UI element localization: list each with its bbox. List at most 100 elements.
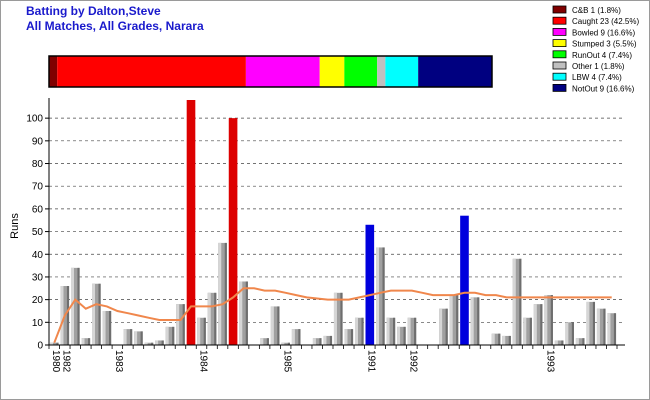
run-bar-highlight [470, 297, 474, 345]
run-bar-shadow [382, 247, 385, 345]
run-bar [92, 283, 101, 345]
run-bar-highlight [102, 310, 106, 345]
axes [48, 98, 625, 349]
run-bar-shadow [603, 308, 606, 345]
y-tick-label: 30 [32, 272, 44, 283]
run-bar-shadow [540, 304, 543, 345]
run-bar [575, 338, 585, 345]
run-bar-highlight [523, 317, 527, 345]
legend-label: Other 1 (1.8%) [572, 62, 625, 71]
run-bar-highlight [449, 295, 453, 345]
season-label: 1992 [408, 350, 419, 373]
run-bar-shadow [98, 283, 101, 345]
run-bar-highlight [607, 313, 611, 345]
run-bar [596, 308, 606, 345]
run-bar-shadow [298, 329, 301, 345]
run-bar-highlight [344, 329, 348, 345]
run-bar [218, 242, 227, 345]
legend-label: LBW 4 (7.4%) [572, 73, 622, 82]
run-bar-highlight [575, 338, 579, 345]
y-tick-label: 60 [32, 204, 44, 215]
run-bar-shadow [245, 281, 248, 345]
legend-label: Caught 23 (42.5%) [572, 17, 639, 26]
legend-swatch [552, 72, 567, 81]
run-bar-shadow [403, 326, 406, 345]
run-bar-highlight [70, 267, 75, 345]
run-bar-highlight [49, 342, 53, 345]
run-bar [397, 326, 406, 345]
y-tick-label: 70 [32, 182, 44, 193]
bars [49, 100, 617, 345]
run-bar [102, 310, 112, 345]
run-bar-highlight [81, 338, 85, 345]
run-bar [81, 338, 91, 345]
run-bar-shadow [340, 292, 343, 345]
run-bar [607, 313, 617, 345]
run-bar-shadow [151, 342, 154, 345]
run-bar [312, 338, 322, 345]
run-bar [270, 306, 280, 345]
dismissal-segment [245, 56, 320, 87]
run-bar-highlight [354, 317, 359, 345]
run-bar-shadow [140, 331, 143, 345]
run-bar-shadow [414, 317, 417, 345]
run-bar-shadow [477, 297, 480, 345]
run-bar [502, 335, 511, 345]
run-bar-shadow [456, 295, 459, 345]
run-bar-highlight [439, 308, 443, 345]
legend: C&B 1 (1.8%) Caught 23 (42.5%) Bowled 9 (1… [552, 5, 639, 93]
run-bar [523, 317, 532, 345]
run-bar [565, 322, 574, 345]
run-bar [228, 118, 238, 345]
average-line-group [53, 287, 612, 344]
y-tick-label: 100 [26, 114, 43, 125]
legend-label: NotOut 9 (16.6%) [572, 84, 635, 93]
run-bar-highlight [207, 292, 211, 345]
run-bar-shadow [266, 338, 269, 345]
season-label: 1984 [197, 350, 208, 373]
run-bar [260, 338, 269, 345]
run-bar [354, 317, 364, 345]
run-bar-highlight [239, 281, 243, 345]
season-label: 1982 [61, 350, 72, 373]
run-bar-shadow [182, 304, 185, 345]
run-bar-shadow [393, 317, 396, 345]
legend-swatch [552, 16, 567, 25]
run-bar-highlight [533, 304, 537, 345]
run-bar [239, 281, 248, 345]
run-bar-highlight [397, 326, 401, 345]
run-bar-shadow [361, 317, 364, 345]
run-bar-shadow [109, 310, 112, 345]
run-bar-highlight [155, 340, 159, 345]
run-bar [144, 342, 154, 345]
dismissal-segment [385, 56, 419, 87]
run-bar [281, 342, 290, 345]
season-label: 1980 [50, 350, 61, 373]
dismissal-segment [418, 56, 492, 87]
run-bar-shadow [498, 333, 501, 345]
run-bar-shadow [329, 335, 333, 345]
legend-label: C&B 1 (1.8%) [572, 6, 621, 15]
run-bar-highlight [165, 326, 169, 345]
run-bar-shadow [350, 329, 354, 345]
run-bar-highlight [376, 247, 380, 345]
run-bar [460, 215, 469, 345]
average-line [53, 287, 612, 344]
run-bar [449, 295, 459, 345]
run-bar [207, 292, 217, 345]
run-bar-shadow [592, 301, 596, 345]
run-bar [186, 100, 196, 345]
run-bar [123, 329, 133, 345]
legend-swatch [552, 61, 567, 70]
run-bar [176, 304, 185, 345]
run-bar [544, 295, 553, 345]
season-label: 1985 [281, 350, 292, 373]
chart-title: Batting by Dalton,Steve [26, 4, 161, 18]
run-bar-shadow [319, 338, 322, 345]
legend-swatch [552, 84, 567, 92]
run-bar-highlight [323, 335, 327, 345]
y-tick-label: 20 [32, 295, 44, 306]
run-bar-highlight [291, 329, 295, 345]
y-tick-label: 10 [32, 318, 44, 329]
gridlines [49, 117, 625, 323]
